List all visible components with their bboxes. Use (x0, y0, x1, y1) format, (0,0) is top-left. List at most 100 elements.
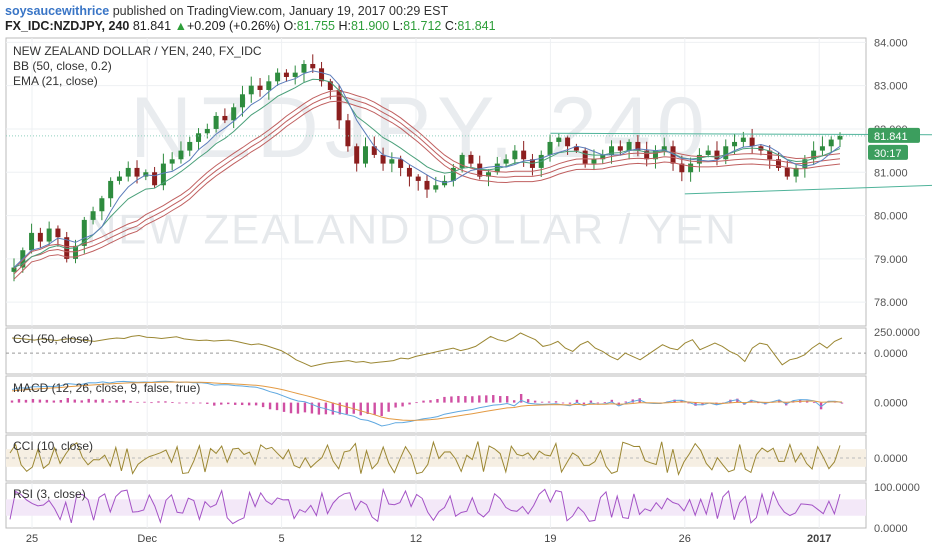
candle-body (837, 135, 843, 140)
time-axis-tick: 2017 (807, 533, 831, 545)
macd-histogram-bar (471, 396, 474, 403)
open-value: 81.755 (296, 19, 335, 33)
macd-histogram-bar (757, 402, 760, 404)
price-axis-tick: 81.000 (874, 167, 908, 179)
macd-histogram-bar (582, 402, 586, 405)
candle-body (705, 150, 711, 155)
macd-histogram-bar (143, 401, 146, 403)
macd-histogram-bar (101, 399, 104, 403)
macd-histogram-bar (387, 402, 390, 412)
macd-histogram-bar (24, 399, 28, 403)
candle-body (732, 141, 738, 147)
candle-body (652, 150, 658, 160)
macd-histogram-bar (150, 402, 153, 404)
candle-body (398, 159, 404, 168)
macd-histogram-bar (261, 402, 265, 408)
macd-histogram-bar (80, 400, 83, 403)
candle-body (248, 85, 254, 95)
candle-body (275, 72, 281, 82)
macd-histogram-bar (736, 398, 739, 403)
candle-body (556, 137, 562, 142)
macd-histogram-bar (429, 400, 432, 403)
candle-body (266, 81, 272, 90)
macd-histogram-bar (568, 402, 572, 404)
candle-body (336, 89, 342, 121)
macd-histogram-bar (164, 401, 167, 403)
macd-axis-tick: 0.0000 (874, 398, 908, 410)
macd-histogram-bar (178, 402, 181, 404)
candle-body (196, 133, 202, 142)
candle-body (600, 154, 606, 160)
low-value: 81.712 (403, 19, 442, 33)
macd-histogram-bar (687, 402, 690, 404)
macd-histogram-bar (603, 402, 607, 403)
sma-line (13, 70, 841, 268)
candle-body (609, 146, 615, 155)
high-label: H: (338, 19, 351, 33)
price-pane-title: NEW ZEALAND DOLLAR / YEN, 240, FX_IDC (13, 44, 262, 58)
macd-histogram-bar (533, 400, 537, 403)
candle-body (81, 219, 87, 246)
candle-body (160, 163, 166, 186)
cci10-line (9, 440, 841, 476)
macd-histogram-bar (192, 402, 195, 404)
candle-body (582, 150, 588, 164)
candle-body (134, 167, 140, 177)
chart-area[interactable]: 84.00083.00082.00081.00080.00079.00078.0… (0, 36, 932, 550)
macd-histogram-bar (338, 402, 342, 415)
candle-body (688, 163, 694, 173)
cci10-pane-title: CCI (10, close) (13, 439, 93, 453)
pane-frame-1 (5, 327, 867, 375)
publish-line: soysaucewithrice published on TradingVie… (5, 4, 448, 18)
bb-lower-line (13, 100, 841, 280)
bb-middle-line (13, 95, 841, 275)
rsi-band (6, 499, 866, 516)
macd-histogram-bar (213, 402, 216, 406)
candle-body (99, 198, 105, 212)
candle-body (222, 115, 228, 121)
macd-histogram-bar (220, 402, 223, 405)
candle-body (152, 172, 158, 186)
candle-body (178, 150, 184, 160)
last-price-label: 81.841 (874, 131, 908, 143)
macd-histogram-bar (240, 402, 244, 406)
macd-histogram-bar (282, 402, 286, 412)
candle-body (433, 185, 439, 190)
candle-body (29, 232, 35, 251)
macd-histogram-bar (303, 402, 307, 413)
candle-body (617, 146, 623, 151)
triangle-lower-trendline (684, 184, 932, 195)
candle-body (591, 159, 597, 164)
macd-histogram-bar (492, 395, 495, 403)
cci50-axis-tick: 0.0000 (874, 348, 908, 360)
macd-histogram-bar (275, 402, 279, 411)
macd-histogram-bar (610, 399, 614, 403)
macd-histogram-bar (778, 399, 781, 403)
candle-body (565, 137, 571, 147)
time-axis-tick: Dec (137, 533, 157, 545)
candle-body (55, 228, 61, 238)
price-pane-study: BB (50, close, 0.2) (13, 59, 112, 73)
macd-histogram-bar (247, 402, 251, 406)
time-axis-tick: 12 (410, 533, 422, 545)
macd-histogram-bar (331, 402, 335, 415)
candle-body (661, 146, 667, 151)
macd-histogram-bar (464, 396, 467, 403)
author-link[interactable]: soysaucewithrice (5, 4, 110, 18)
price-axis-tick: 84.000 (874, 37, 908, 49)
candle-body (547, 141, 553, 155)
time-axis-tick: 5 (279, 533, 285, 545)
candle-body (670, 146, 676, 164)
macd-histogram-bar (233, 402, 237, 405)
candle-body (327, 81, 333, 90)
macd-histogram-bar (401, 402, 404, 407)
macd-histogram-bar (750, 399, 753, 403)
candle-body (626, 141, 632, 151)
cci50-line (11, 332, 843, 368)
candle-body (116, 176, 122, 181)
candle-body (292, 72, 298, 77)
macd-histogram-bar (310, 402, 314, 414)
macd-histogram-bar (352, 402, 355, 414)
macd-histogram-bar (526, 399, 530, 403)
macd-histogram-bar (31, 398, 35, 403)
